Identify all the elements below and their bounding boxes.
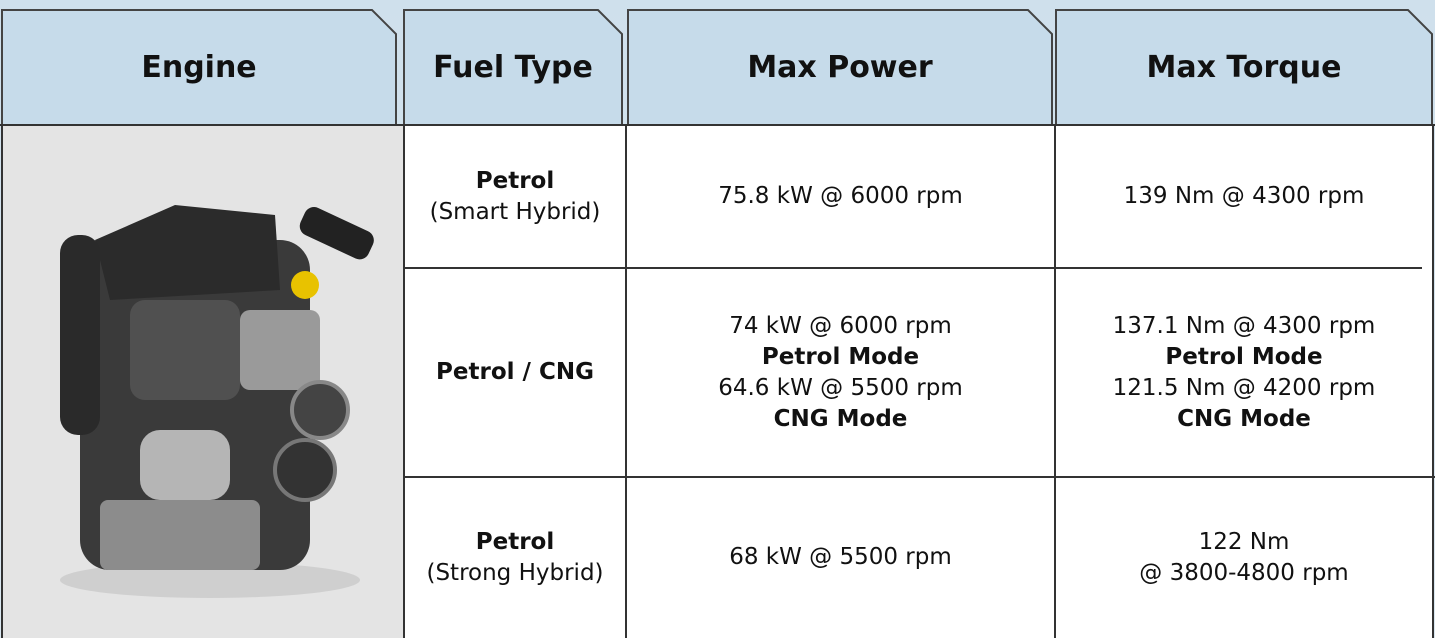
cell-text: CNG Mode bbox=[1177, 404, 1311, 435]
header-cell: Max Torque bbox=[1056, 10, 1432, 125]
cell-text: Petrol / CNG bbox=[436, 357, 594, 388]
cell-text: 137.1 Nm @ 4300 rpm bbox=[1113, 311, 1376, 342]
power-cell: 68 kW @ 5500 rpm bbox=[626, 477, 1055, 638]
fuel-cell: Petrol(Smart Hybrid) bbox=[404, 125, 626, 268]
fuel-cell: Petrol(Strong Hybrid) bbox=[404, 477, 626, 638]
header-cell: Engine bbox=[2, 10, 396, 125]
cell-text: (Strong Hybrid) bbox=[426, 558, 603, 589]
cell-text: Petrol Mode bbox=[762, 342, 919, 373]
header-cell: Fuel Type bbox=[404, 10, 622, 125]
cell-text: @ 3800-4800 rpm bbox=[1139, 558, 1348, 589]
cell-text: CNG Mode bbox=[774, 404, 908, 435]
torque-cell: 139 Nm @ 4300 rpm bbox=[1055, 125, 1433, 268]
cell-text: 74 kW @ 6000 rpm bbox=[729, 311, 952, 342]
cell-text: Petrol bbox=[476, 527, 554, 558]
power-cell: 75.8 kW @ 6000 rpm bbox=[626, 125, 1055, 268]
cell-text: 139 Nm @ 4300 rpm bbox=[1124, 181, 1365, 212]
cell-text: Petrol bbox=[476, 166, 554, 197]
cell-text: 121.5 Nm @ 4200 rpm bbox=[1113, 373, 1376, 404]
torque-cell: 122 Nm@ 3800-4800 rpm bbox=[1055, 477, 1433, 638]
cell-text: 75.8 kW @ 6000 rpm bbox=[718, 181, 963, 212]
cell-text: 122 Nm bbox=[1199, 527, 1290, 558]
cell-text: 68 kW @ 5500 rpm bbox=[729, 542, 952, 573]
cell-text: (Smart Hybrid) bbox=[430, 197, 601, 228]
header-cell: Max Power bbox=[628, 10, 1052, 125]
cell-text: Petrol Mode bbox=[1165, 342, 1322, 373]
page: EngineFuel TypeMax PowerMax Torque Petrol… bbox=[0, 0, 1435, 638]
cell-text: 64.6 kW @ 5500 rpm bbox=[718, 373, 963, 404]
fuel-cell: Petrol / CNG bbox=[404, 268, 626, 477]
